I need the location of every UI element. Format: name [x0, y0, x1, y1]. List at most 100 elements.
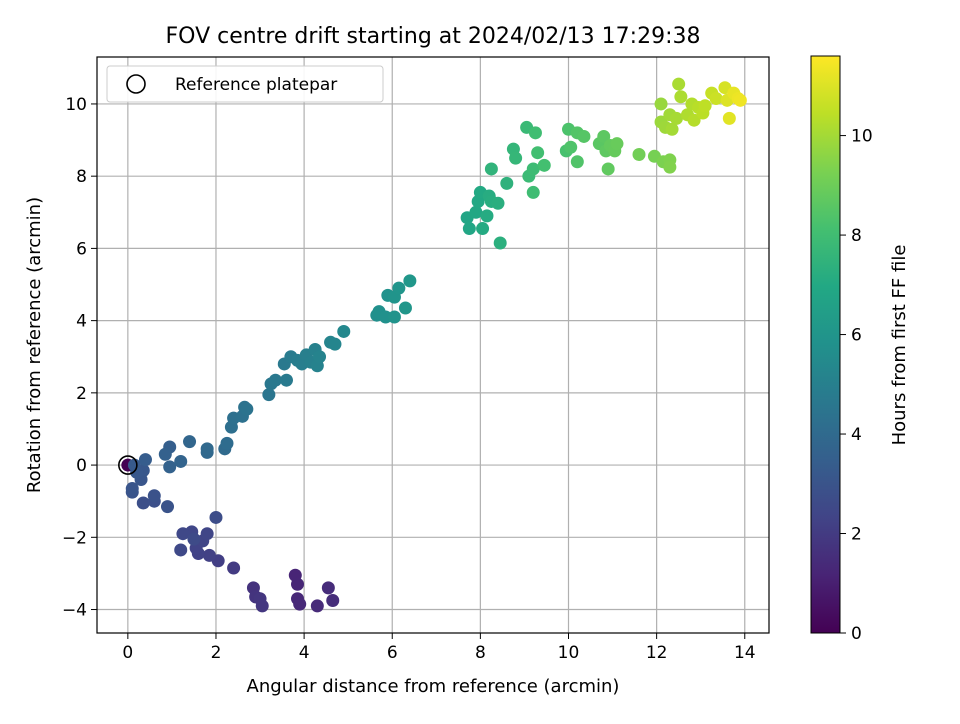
data-point — [290, 577, 304, 591]
y-tick-label: 10 — [65, 95, 87, 115]
y-tick-label: 4 — [76, 312, 87, 332]
data-point — [183, 435, 197, 449]
y-tick-label: 2 — [76, 384, 87, 404]
data-point — [462, 222, 476, 236]
legend-marker-open-circle — [126, 74, 146, 94]
data-point — [665, 122, 679, 136]
colorbar-tick-label: 8 — [851, 226, 862, 246]
data-point — [392, 281, 406, 295]
colorbar-tick-label: 2 — [851, 525, 862, 545]
data-point — [240, 402, 254, 416]
data-point — [733, 93, 747, 107]
data-point — [493, 236, 507, 250]
data-point — [672, 77, 686, 91]
colorbar-gradient — [810, 55, 841, 634]
data-point — [279, 373, 293, 387]
data-point — [709, 92, 723, 106]
data-point — [209, 510, 223, 524]
x-tick-label: 4 — [299, 643, 310, 663]
legend-label: Reference platepar — [175, 75, 337, 95]
x-tick-label: 2 — [211, 643, 222, 663]
colorbar: 0 2 4 6 8 10 Hours from first FF file — [810, 55, 910, 644]
reference-platepar-marker — [118, 455, 138, 475]
data-point — [476, 222, 490, 236]
data-point — [509, 151, 523, 165]
data-point — [674, 90, 688, 104]
y-axis: −4 −2 0 2 4 6 8 10 — [62, 95, 97, 621]
data-point — [174, 454, 188, 468]
data-point — [526, 185, 540, 199]
data-point — [136, 496, 150, 510]
data-point — [537, 158, 551, 172]
x-tick-label: 0 — [122, 643, 133, 663]
data-point — [202, 548, 216, 562]
data-point — [484, 162, 498, 176]
data-point — [268, 373, 282, 387]
data-point — [328, 337, 342, 351]
data-point — [722, 111, 736, 125]
x-tick-label: 8 — [475, 643, 486, 663]
colorbar-tick-label: 10 — [851, 127, 873, 147]
data-point — [632, 148, 646, 162]
data-point — [255, 599, 269, 613]
data-point — [161, 500, 175, 514]
colorbar-tick-label: 0 — [851, 624, 862, 644]
data-point — [531, 146, 545, 160]
data-point — [387, 310, 401, 324]
data-point — [227, 561, 241, 575]
data-point — [163, 460, 177, 474]
data-point — [138, 453, 152, 467]
data-point — [337, 324, 351, 338]
x-tick-label: 14 — [734, 643, 756, 663]
x-tick-label: 12 — [646, 643, 668, 663]
data-point — [480, 209, 494, 223]
colorbar-ticks: 0 2 4 6 8 10 — [840, 127, 873, 644]
data-point — [310, 599, 324, 613]
data-point — [528, 126, 542, 140]
data-point — [669, 111, 683, 125]
data-point — [491, 196, 505, 210]
data-point — [187, 532, 201, 546]
legend-box — [106, 65, 384, 103]
colorbar-tick-label: 6 — [851, 326, 862, 346]
data-point — [663, 160, 677, 174]
data-point — [654, 97, 668, 111]
data-point — [147, 489, 161, 503]
legend: Reference platepar — [106, 65, 384, 103]
data-point — [398, 301, 412, 315]
y-tick-label: −2 — [62, 528, 87, 548]
data-point — [176, 527, 190, 541]
x-tick-label: 10 — [558, 643, 580, 663]
data-point — [526, 162, 540, 176]
colorbar-tick-label: 4 — [851, 425, 862, 445]
data-point — [326, 593, 340, 607]
data-point — [610, 137, 624, 151]
data-points — [118, 77, 747, 613]
x-axis: 0 2 4 6 8 10 12 14 — [122, 633, 756, 663]
y-tick-label: 0 — [76, 456, 87, 476]
chart-title: FOV centre drift starting at 2024/02/13 … — [166, 24, 701, 49]
plot-frame — [96, 56, 770, 634]
data-point — [158, 447, 172, 461]
data-point — [262, 388, 276, 402]
data-point — [698, 99, 712, 113]
data-point — [469, 205, 483, 219]
data-point — [200, 442, 214, 456]
data-point — [403, 274, 417, 288]
data-point — [220, 436, 234, 450]
data-point — [687, 113, 701, 127]
colorbar-label: Hours from first FF file — [889, 245, 910, 446]
y-axis-label: Rotation from reference (arcmin) — [24, 197, 45, 493]
x-tick-label: 6 — [387, 643, 398, 663]
data-point — [174, 543, 188, 557]
data-point — [577, 129, 591, 143]
data-point — [500, 176, 514, 190]
data-point — [597, 129, 611, 143]
data-point — [564, 140, 578, 154]
data-point — [125, 482, 139, 496]
data-point — [321, 581, 335, 595]
data-point — [313, 350, 327, 364]
x-axis-label: Angular distance from reference (arcmin) — [247, 676, 620, 697]
